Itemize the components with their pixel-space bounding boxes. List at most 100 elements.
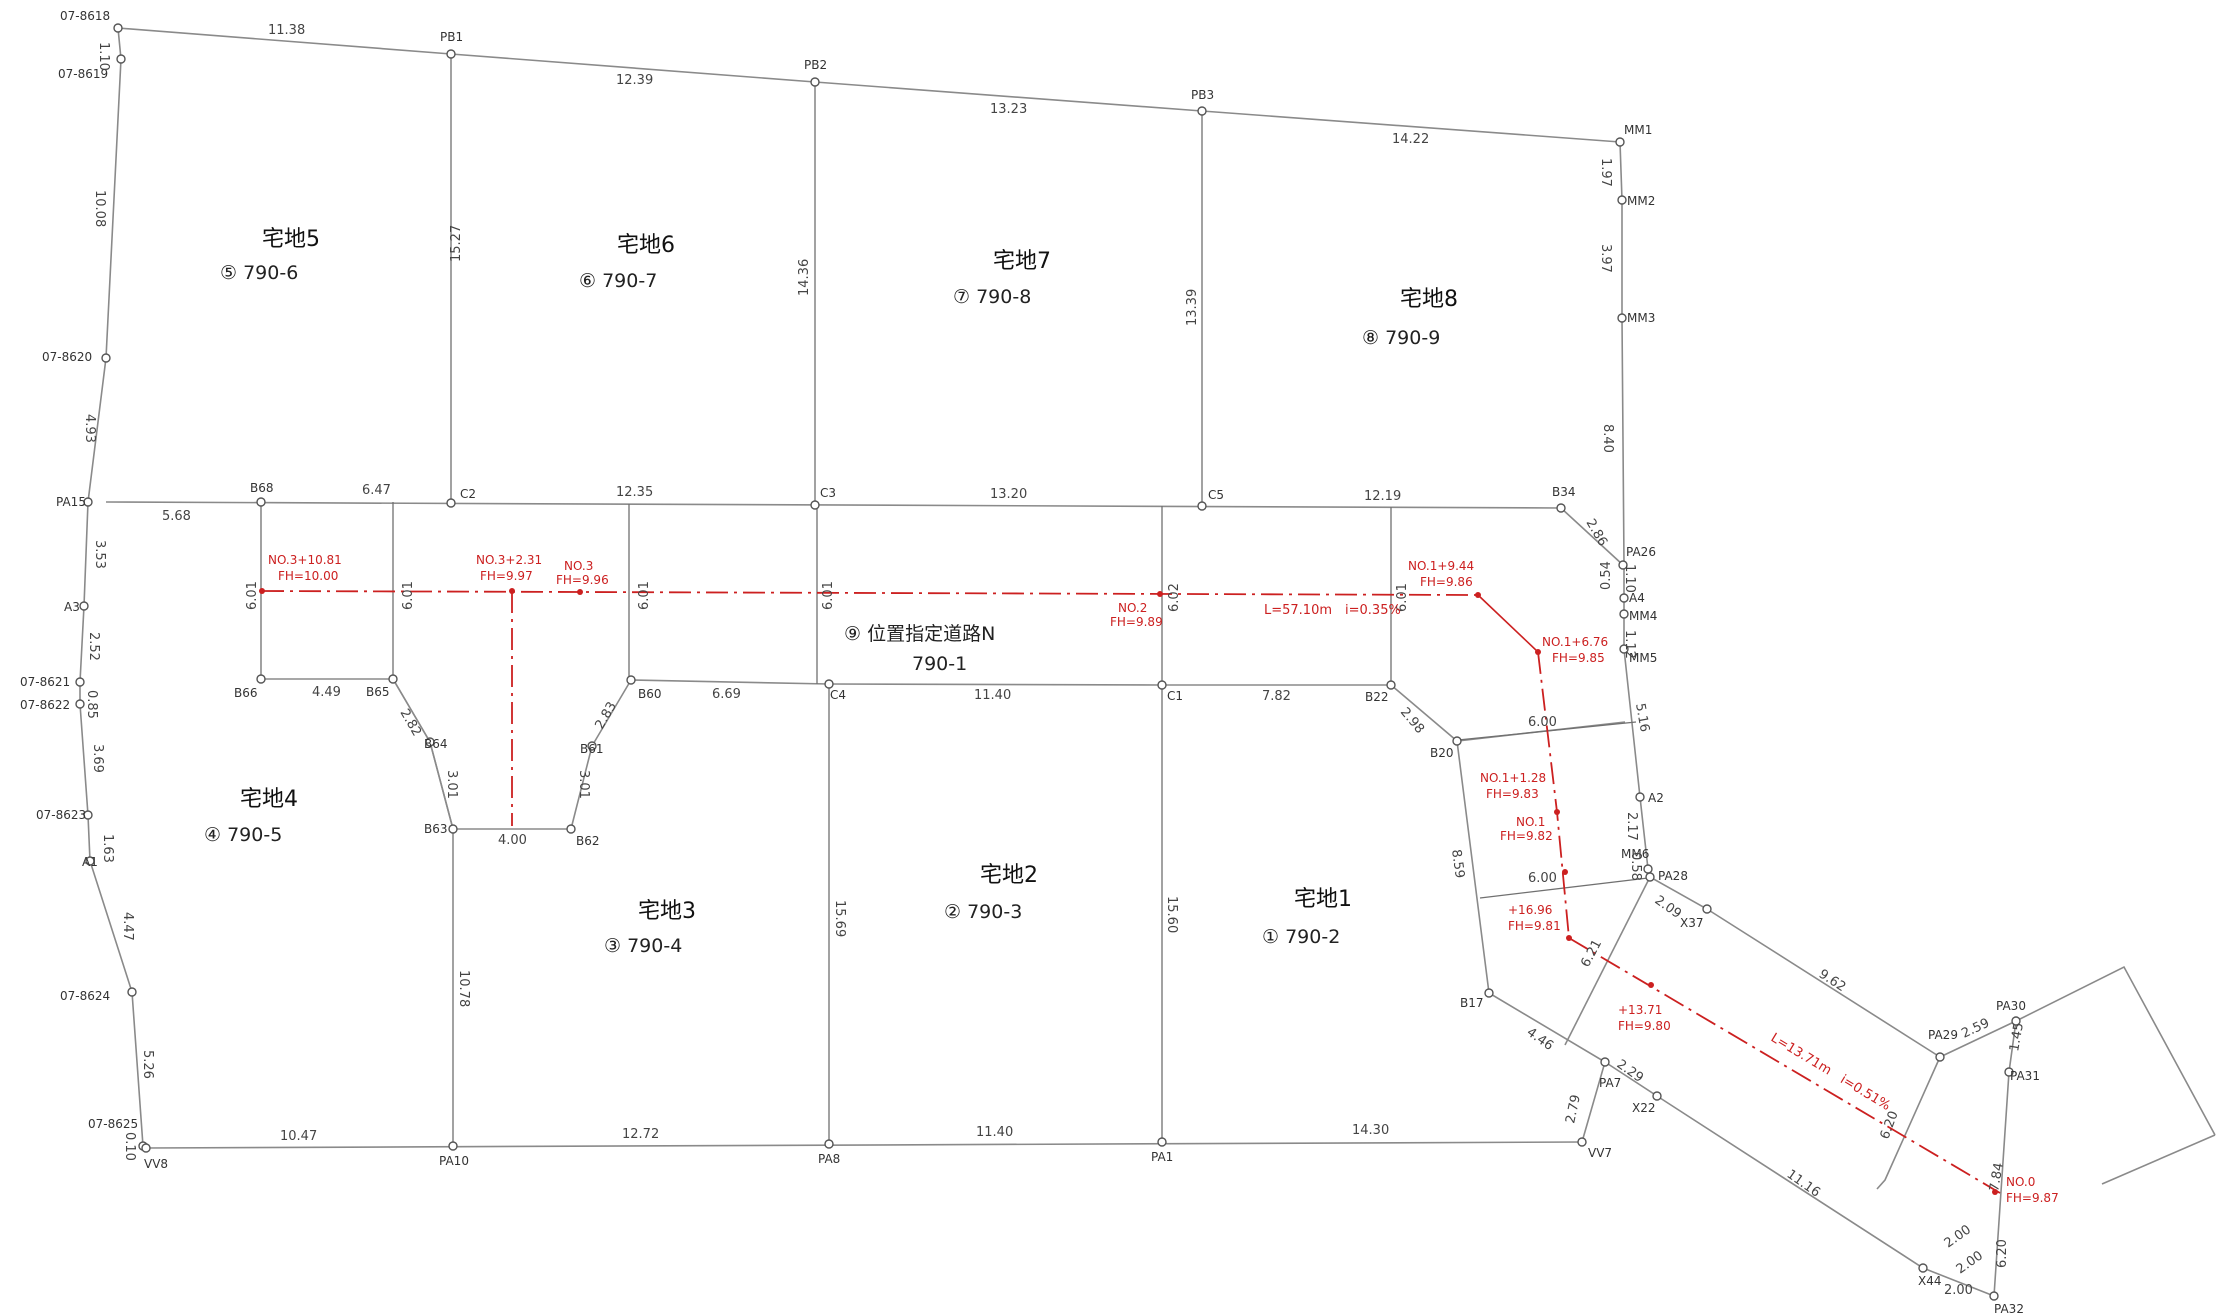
lot-name: 宅地3 [638, 899, 696, 924]
lot-number: ④ 790-5 [204, 824, 282, 846]
lot-name: 宅地7 [993, 249, 1051, 274]
lot-number: ⑦ 790-8 [953, 286, 1031, 308]
point-label: B22 [1365, 690, 1389, 704]
dimension-label: 3.01 [576, 770, 591, 799]
point-label: 07-8623 [36, 808, 86, 822]
dimension-label: 1.10 [96, 42, 111, 71]
dimension-label: 11.40 [976, 1125, 1013, 1140]
point-label: X37 [1680, 916, 1704, 930]
parcel-lines [79, 27, 2216, 1297]
dimension-label: 3.69 [90, 744, 105, 773]
road-centerline [259, 588, 2001, 1195]
point-label: PA15 [56, 495, 86, 509]
dimension-label: 2.59 [1959, 1016, 1992, 1042]
station-fh: FH=9.80 [1618, 1019, 1671, 1033]
dimension-label: 14.22 [1392, 132, 1429, 147]
dimension-label: 2.52 [86, 632, 101, 661]
station-name: NO.3+2.31 [476, 553, 542, 567]
lot-number: ⑤ 790-6 [220, 262, 298, 284]
point-label: B63 [424, 822, 448, 836]
road-number: 790-1 [912, 653, 967, 675]
dimension-label: 13.20 [990, 487, 1027, 502]
dimension-label: 6.20 [1878, 1109, 1902, 1141]
point-label: A4 [1629, 591, 1645, 605]
dimension-label: 6.01 [637, 581, 652, 610]
point-label: B65 [366, 685, 390, 699]
station-name: +13.71 [1618, 1003, 1662, 1017]
lot-name: 宅地5 [262, 227, 320, 252]
station-name: NO.2 [1118, 601, 1147, 615]
point-label: VV8 [144, 1157, 168, 1171]
dimension-label: 2.86 [1583, 517, 1610, 550]
point-labels: 07-8618 07-8619 07-8620 PA15 A3 07-8621 … [20, 9, 2040, 1315]
dimension-label: 4.00 [498, 833, 527, 848]
station-name: NO.3+10.81 [268, 553, 342, 567]
station-name: NO.1+1.28 [1480, 771, 1546, 785]
point-label: MM2 [1627, 194, 1655, 208]
dimension-label: 6.01 [245, 581, 260, 610]
dimension-label: 14.36 [797, 259, 812, 296]
dimension-label: 2.00 [1954, 1248, 1986, 1277]
dimension-label: 0.85 [84, 690, 99, 719]
point-label: B68 [250, 481, 274, 495]
point-label: B20 [1430, 746, 1454, 760]
point-label: C5 [1208, 488, 1224, 502]
dimension-label: 4.49 [312, 685, 341, 700]
point-label: B62 [576, 834, 600, 848]
survey-point-markers [75, 23, 2021, 1301]
station-name: NO.1 [1516, 815, 1545, 829]
point-label: B17 [1460, 996, 1484, 1010]
point-label: 07-8620 [42, 350, 92, 364]
dimension-label: 12.39 [616, 73, 653, 88]
point-label: B64 [424, 737, 448, 751]
dimension-label: 8.40 [1600, 424, 1615, 453]
dimension-label: 10.78 [456, 970, 471, 1007]
dimension-label: 2.17 [1624, 812, 1639, 841]
point-label: PB2 [804, 58, 827, 72]
point-label: C2 [460, 487, 476, 501]
dimension-label: 12.19 [1364, 489, 1401, 504]
point-label: PB3 [1191, 88, 1214, 102]
point-label: PA10 [439, 1154, 469, 1168]
point-label: 07-8619 [58, 67, 108, 81]
lot-name: 宅地1 [1294, 887, 1352, 912]
point-label: VV7 [1588, 1146, 1612, 1160]
lot-name: 宅地4 [240, 787, 298, 812]
lot-number: ① 790-2 [1262, 926, 1340, 948]
lot-number: ⑥ 790-7 [579, 270, 657, 292]
point-label: PA31 [2010, 1069, 2040, 1083]
dimension-label: 15.69 [832, 900, 847, 937]
station-name: +16.96 [1508, 903, 1552, 917]
dimension-label: 3.01 [444, 770, 459, 799]
station-fh: FH=9.82 [1500, 829, 1553, 843]
station-fh: FH=10.00 [278, 569, 338, 583]
station-fh: FH=9.96 [556, 573, 609, 587]
dimension-label: 1.97 [1598, 158, 1613, 187]
dimension-label: 2.98 [1397, 705, 1427, 737]
station-name: NO.1+9.44 [1408, 559, 1474, 573]
dimension-label: 7.82 [1262, 689, 1291, 704]
station-fh: FH=9.87 [2006, 1191, 2059, 1205]
dimension-label: 0.54 [1599, 561, 1614, 590]
dimension-label: 2.79 [1563, 1093, 1584, 1124]
dimension-label: 0.10 [122, 1132, 137, 1161]
dimension-label: 4.93 [82, 414, 97, 443]
point-label: X44 [1918, 1274, 1942, 1288]
lot-name: 宅地6 [617, 233, 675, 258]
lot-number: ⑧ 790-9 [1362, 327, 1440, 349]
dimension-label: 3.53 [92, 540, 107, 569]
point-label: PA26 [1626, 545, 1656, 559]
point-label: 07-8622 [20, 698, 70, 712]
dimension-label: 1.45 [2007, 1022, 2027, 1053]
dimension-label: 0.58 [1628, 852, 1643, 881]
dimension-label: 5.68 [162, 509, 191, 524]
point-label: PA1 [1151, 1150, 1173, 1164]
dimension-label: 2.00 [1944, 1283, 1973, 1298]
dimension-label: 12.35 [616, 485, 653, 500]
dimension-label: 6.47 [362, 483, 391, 498]
dimension-label: 6.02 [1167, 583, 1182, 612]
dimension-label: 11.38 [268, 23, 305, 38]
grade-label: L=57.10m i=0.35% [1264, 603, 1401, 618]
point-label: 07-8621 [20, 675, 70, 689]
dimension-label: 1.12 [1622, 630, 1637, 659]
